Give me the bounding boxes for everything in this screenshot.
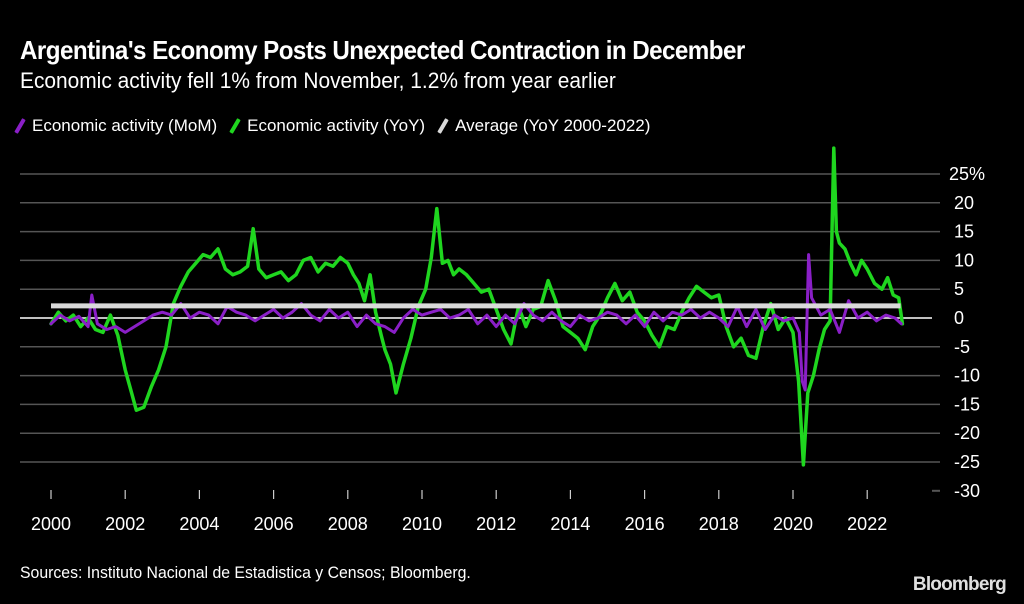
series-line-mom: [49, 253, 903, 392]
chart-title: Argentina's Economy Posts Unexpected Con…: [20, 35, 745, 65]
x-tick-label: 2020: [773, 514, 813, 534]
legend-item-yoy: Economic activity (YoY): [229, 116, 426, 136]
legend-item-mom: Economic activity (MoM): [14, 116, 218, 136]
gridlines: [20, 173, 940, 492]
series-line-yoy: [49, 146, 905, 467]
x-tick-label: 2016: [625, 514, 665, 534]
y-tick-label: 0: [954, 308, 964, 328]
y-tick-label: -10: [954, 366, 980, 386]
x-tick-label: 2008: [328, 514, 368, 534]
y-tick-label: -15: [954, 394, 980, 414]
x-tick-label: 2018: [699, 514, 739, 534]
series-group: [49, 146, 905, 467]
legend-label-yoy: Economic activity (YoY): [247, 116, 426, 135]
y-tick-label: 25%: [949, 164, 985, 184]
x-tick-label: 2006: [254, 514, 294, 534]
chart-subtitle: Economic activity fell 1% from November,…: [20, 68, 616, 93]
y-tick-label: 15: [954, 222, 974, 242]
legend-label-average: Average (YoY 2000-2022): [455, 116, 651, 135]
y-tick-label: -20: [954, 423, 980, 443]
y-tick-label: 5: [954, 279, 964, 299]
x-tick-label: 2014: [550, 514, 590, 534]
x-tick-label: 2010: [402, 514, 442, 534]
x-tick-label: 2000: [31, 514, 71, 534]
y-tick-label: 10: [954, 250, 974, 270]
y-axis: 25% 20 15 10 5 0 -5 -10 -15 -20 -25 -30: [949, 164, 985, 501]
y-tick-label: 20: [954, 193, 974, 213]
legend: Economic activity (MoM) Economic activit…: [14, 116, 666, 136]
legend-item-average: Average (YoY 2000-2022): [437, 116, 651, 136]
source-note: Sources: Instituto Nacional de Estadisti…: [20, 563, 471, 582]
y-tick-label: -30: [954, 481, 980, 501]
x-tick-label: 2012: [476, 514, 516, 534]
x-tick-label: 2004: [179, 514, 219, 534]
x-axis: 2000 2002 2004 2006 2008 2010 2012 2014 2016 2018…: [31, 490, 887, 534]
legend-label-mom: Economic activity (MoM): [32, 116, 218, 135]
y-tick-label: -5: [954, 337, 970, 357]
x-tick-label: 2022: [847, 514, 887, 534]
bloomberg-logo: Bloomberg: [912, 574, 1007, 595]
x-tick-label: 2002: [105, 514, 145, 534]
y-tick-label: -25: [954, 452, 980, 472]
